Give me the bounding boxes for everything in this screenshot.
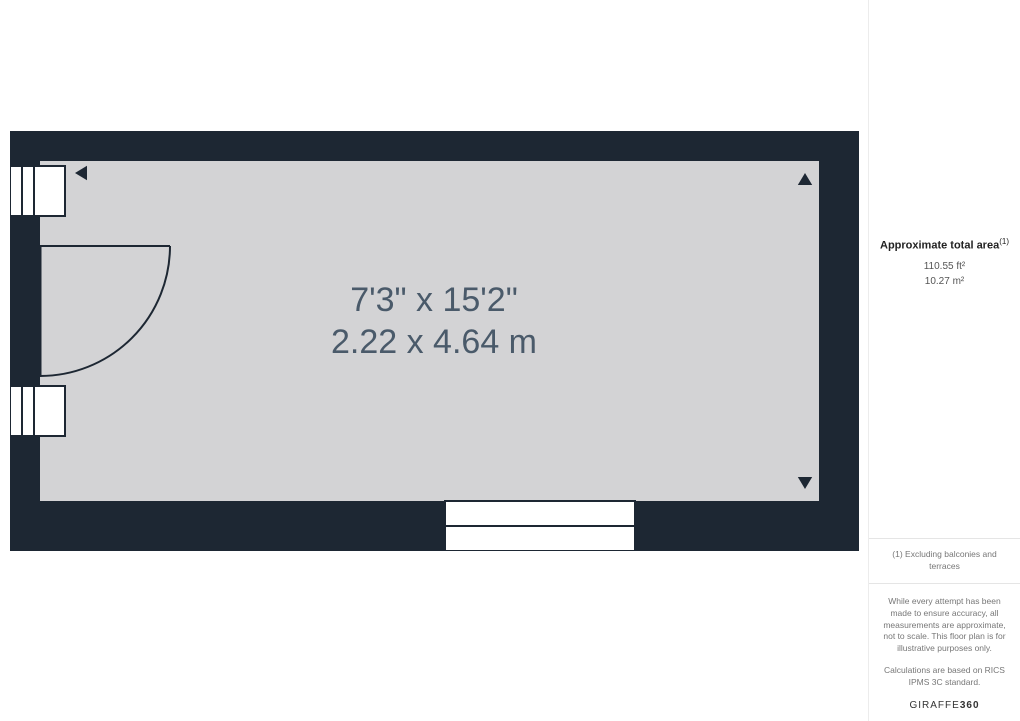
brand-logo: GIRAFFE360 <box>877 699 1012 713</box>
disclaimer-text-1: While every attempt has been made to ens… <box>877 596 1012 655</box>
disclaimer-text-2: Calculations are based on RICS IPMS 3C s… <box>877 665 1012 689</box>
sidebar-spacer <box>869 0 1020 229</box>
sidebar: Approximate total area(1) 110.55 ft² 10.… <box>868 0 1020 721</box>
sidebar-spacer <box>869 309 1020 538</box>
floorplan-canvas: 7'3" x 15'2" 2.22 x 4.64 m <box>0 0 868 721</box>
disclaimer: While every attempt has been made to ens… <box>869 583 1020 721</box>
area-title-sup: (1) <box>999 237 1009 246</box>
svg-text:7'3" x 15'2": 7'3" x 15'2" <box>350 281 518 319</box>
footnote: (1) Excluding balconies and terraces <box>869 538 1020 583</box>
area-summary: Approximate total area(1) 110.55 ft² 10.… <box>869 229 1020 309</box>
brand-text-bold: 360 <box>960 700 980 711</box>
brand-text-regular: GIRAFFE <box>909 700 959 711</box>
page: 7'3" x 15'2" 2.22 x 4.64 m Approximate to… <box>0 0 1020 721</box>
area-value-m: 10.27 m² <box>875 274 1014 289</box>
area-title: Approximate total area(1) <box>875 237 1014 253</box>
floorplan-svg: 7'3" x 15'2" 2.22 x 4.64 m <box>10 131 859 551</box>
area-value-ft: 110.55 ft² <box>875 259 1014 274</box>
area-title-text: Approximate total area <box>880 240 999 252</box>
svg-text:2.22 x 4.64 m: 2.22 x 4.64 m <box>331 323 537 361</box>
